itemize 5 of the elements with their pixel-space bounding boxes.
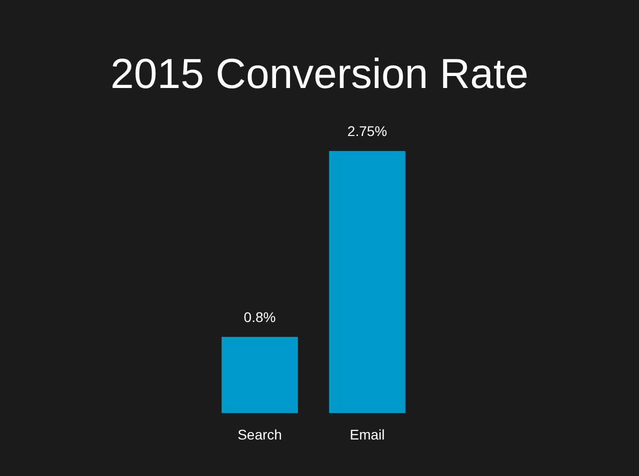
data-label: 2.75% (347, 122, 388, 139)
chart-title: 2015 Conversion Rate (110, 49, 530, 99)
data-label: 0.8% (244, 308, 276, 325)
x-tick-label: Search (238, 426, 282, 442)
x-tick-label: Email (350, 426, 385, 442)
